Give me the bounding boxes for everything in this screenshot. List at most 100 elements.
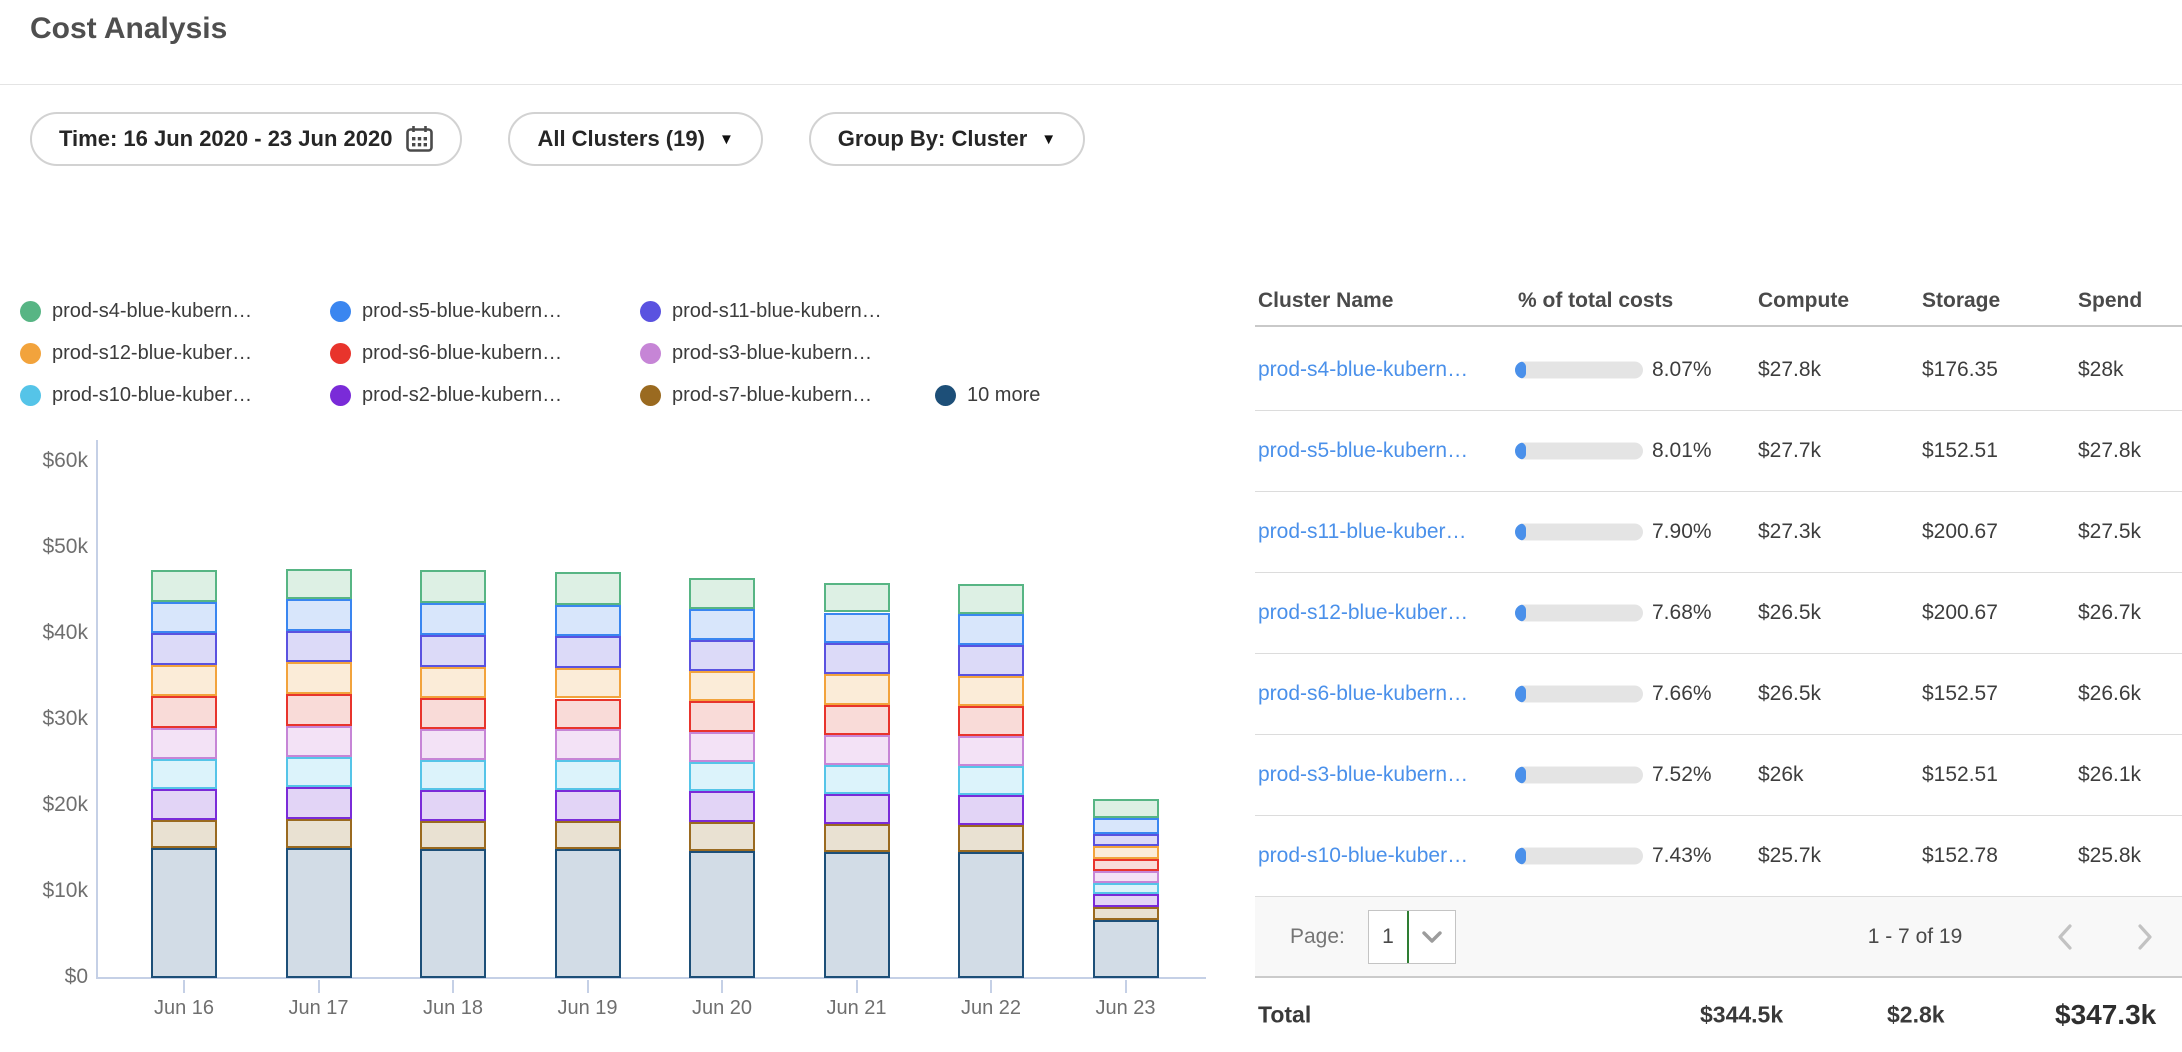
bar-segment[interactable] (286, 569, 352, 599)
bar-segment[interactable] (286, 787, 352, 819)
bar-segment[interactable] (958, 852, 1024, 978)
bar-segment[interactable] (689, 762, 755, 791)
next-page-button[interactable] (2127, 919, 2163, 955)
bar-segment[interactable] (420, 760, 486, 790)
bar-segment[interactable] (286, 631, 352, 663)
bar-segment[interactable] (420, 821, 486, 849)
cluster-name-link[interactable]: prod-s4-blue-kubern… (1258, 358, 1468, 382)
bar-segment[interactable] (286, 694, 352, 726)
bar-segment[interactable] (1093, 846, 1159, 859)
bar-segment[interactable] (555, 849, 621, 978)
bar-segment[interactable] (1093, 894, 1159, 907)
bar-segment[interactable] (689, 578, 755, 609)
bar-segment[interactable] (555, 821, 621, 849)
stacked-bar-chart: $60k$50k$40k$30k$20k$10k$0Jun 16Jun 17Ju… (0, 0, 1255, 1052)
bar-segment[interactable] (824, 852, 890, 978)
bar-segment[interactable] (555, 790, 621, 821)
bar-segment[interactable] (151, 602, 217, 633)
compute-value: $26.5k (1758, 682, 1821, 706)
bar-segment[interactable] (1093, 920, 1159, 978)
bar-segment[interactable] (151, 696, 217, 728)
bar-segment[interactable] (689, 671, 755, 701)
bar-segment[interactable] (958, 736, 1024, 765)
bar-segment[interactable] (555, 760, 621, 790)
bar-segment[interactable] (420, 635, 486, 667)
bar-segment[interactable] (286, 726, 352, 757)
bar-segment[interactable] (1093, 883, 1159, 893)
bar-segment[interactable] (420, 849, 486, 978)
cluster-name-link[interactable]: prod-s6-blue-kubern… (1258, 682, 1468, 706)
cluster-name-link[interactable]: prod-s12-blue-kuber… (1258, 601, 1468, 625)
bar-segment[interactable] (151, 728, 217, 759)
page-select[interactable]: 1 (1368, 910, 1456, 964)
x-axis-tick (587, 980, 589, 993)
bar-segment[interactable] (420, 790, 486, 821)
bar-segment[interactable] (286, 819, 352, 848)
prev-page-button[interactable] (2047, 919, 2083, 955)
bar-segment[interactable] (689, 640, 755, 671)
bar-segment[interactable] (1093, 799, 1159, 818)
bar-segment[interactable] (1093, 907, 1159, 920)
bar-segment[interactable] (824, 794, 890, 824)
bar-segment[interactable] (1093, 859, 1159, 871)
bar-segment[interactable] (151, 759, 217, 789)
bar-segment[interactable] (958, 795, 1024, 825)
bar-segment[interactable] (555, 636, 621, 668)
bar-segment[interactable] (555, 572, 621, 605)
bar-segment[interactable] (958, 706, 1024, 736)
bar-segment[interactable] (824, 674, 890, 704)
bar-segment[interactable] (958, 766, 1024, 795)
bar-segment[interactable] (689, 732, 755, 762)
bar-segment[interactable] (286, 599, 352, 631)
bar-segment[interactable] (958, 584, 1024, 614)
bar-segment[interactable] (824, 765, 890, 794)
bar-segment[interactable] (1093, 818, 1159, 833)
bar-segment[interactable] (555, 605, 621, 636)
x-axis-tick (318, 980, 320, 993)
bar-segment[interactable] (689, 822, 755, 850)
bar-segment[interactable] (151, 665, 217, 696)
bar-segment[interactable] (555, 668, 621, 699)
bar-segment[interactable] (824, 705, 890, 735)
bar-segment[interactable] (151, 789, 217, 820)
bar-segment[interactable] (286, 757, 352, 787)
bar-segment[interactable] (824, 824, 890, 852)
bar-segment[interactable] (555, 699, 621, 730)
bar-segment[interactable] (151, 848, 217, 978)
cluster-name-link[interactable]: prod-s3-blue-kubern… (1258, 763, 1468, 787)
bar-segment[interactable] (151, 633, 217, 665)
bar-segment[interactable] (689, 791, 755, 822)
bar-segment[interactable] (824, 613, 890, 644)
col-header-compute: Compute (1758, 289, 1849, 313)
bar-segment[interactable] (958, 676, 1024, 706)
x-axis-tick-label: Jun 20 (657, 997, 787, 1020)
bar-segment[interactable] (420, 698, 486, 729)
bar-segment[interactable] (1093, 834, 1159, 847)
cluster-name-link[interactable]: prod-s10-blue-kuber… (1258, 844, 1468, 868)
bar-segment[interactable] (689, 609, 755, 640)
y-axis-tick-label: $20k (8, 793, 88, 817)
cost-analysis-page: Cost Analysis Time: 16 Jun 2020 - 23 Jun… (0, 0, 2182, 1052)
bar-segment[interactable] (1093, 871, 1159, 883)
bar-segment[interactable] (151, 820, 217, 848)
bar-segment[interactable] (958, 645, 1024, 676)
bar-segment[interactable] (958, 614, 1024, 645)
cluster-name-link[interactable]: prod-s5-blue-kubern… (1258, 439, 1468, 463)
cluster-name-link[interactable]: prod-s11-blue-kuber… (1258, 520, 1467, 544)
bar-segment[interactable] (824, 735, 890, 765)
bar-segment[interactable] (420, 603, 486, 635)
table-row: prod-s5-blue-kubern…8.01%$27.7k$152.51$2… (1255, 411, 2182, 492)
bar-segment[interactable] (286, 848, 352, 978)
bar-segment[interactable] (420, 667, 486, 698)
bar-segment[interactable] (420, 570, 486, 603)
bar-segment[interactable] (286, 662, 352, 694)
bar-segment[interactable] (151, 570, 217, 602)
bar-segment[interactable] (824, 583, 890, 612)
bar-segment[interactable] (689, 701, 755, 732)
bar-segment[interactable] (555, 729, 621, 759)
bar-segment[interactable] (824, 643, 890, 674)
bar-segment[interactable] (689, 851, 755, 978)
bar-segment[interactable] (958, 825, 1024, 853)
bar-segment[interactable] (420, 729, 486, 760)
pct-value: 7.68% (1652, 601, 1712, 625)
